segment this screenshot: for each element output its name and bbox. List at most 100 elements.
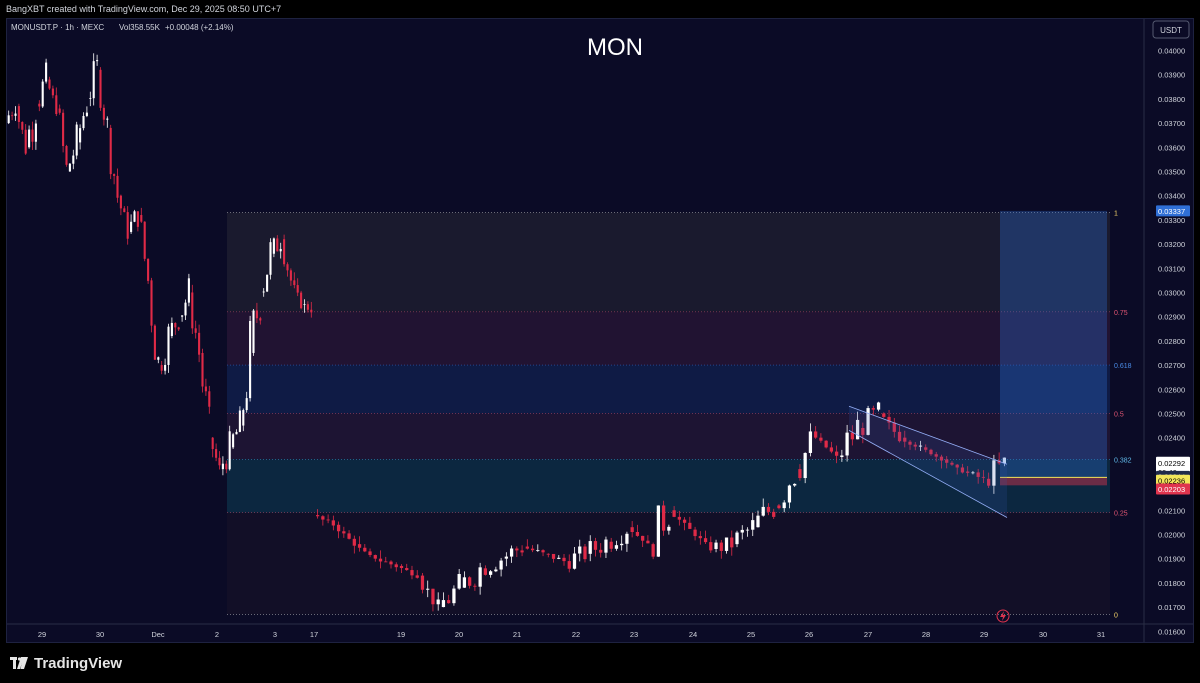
candle <box>588 541 592 554</box>
candle <box>255 310 258 319</box>
candle <box>693 529 697 537</box>
fib-label: 0.382 <box>1114 457 1132 464</box>
candle <box>913 444 917 447</box>
candle <box>58 108 61 113</box>
candle <box>494 569 498 572</box>
candle <box>99 69 102 108</box>
fib-zone <box>227 212 1110 312</box>
time-tick-label: 19 <box>397 630 405 639</box>
candle <box>441 600 446 608</box>
lightning-icon[interactable] <box>996 609 1010 623</box>
tradingview-logo[interactable]: TradingView <box>10 653 122 673</box>
candle <box>950 462 954 465</box>
candle <box>160 365 163 371</box>
candle <box>824 440 828 448</box>
candle <box>677 516 681 520</box>
candle <box>300 292 303 309</box>
price-tick-label: 0.01900 <box>1158 555 1185 564</box>
candle <box>667 526 671 531</box>
candle <box>918 445 923 447</box>
candle <box>201 352 204 387</box>
candle <box>21 121 24 130</box>
candle <box>646 540 650 544</box>
price-tick-label: 0.03100 <box>1158 264 1185 273</box>
fib-label: 0.25 <box>1114 511 1128 518</box>
entry-price-tag-bg <box>1156 474 1190 486</box>
candle <box>971 472 975 474</box>
chart-pane[interactable]: 1 0.75 0.618 0.5 0.382 0.25 0 0.04000 0.03900 0.… <box>6 18 1194 643</box>
candle <box>249 320 252 399</box>
candle <box>730 537 734 548</box>
stop-zone[interactable] <box>1000 477 1107 486</box>
candle <box>384 561 388 563</box>
candle <box>269 242 272 275</box>
candle <box>228 431 231 470</box>
candle <box>48 79 51 89</box>
time-tick-label: 24 <box>689 630 697 639</box>
candle <box>102 107 105 120</box>
candle <box>468 577 472 586</box>
candle <box>572 553 577 569</box>
candle <box>955 464 959 468</box>
candle <box>635 532 640 536</box>
price-tick-label: 0.03300 <box>1158 216 1185 225</box>
candle <box>262 291 265 293</box>
candle <box>798 469 802 479</box>
candle <box>782 502 786 509</box>
candle <box>289 270 292 281</box>
candle <box>656 505 661 557</box>
candle <box>960 467 965 473</box>
price-tick-label: 0.03800 <box>1158 95 1185 104</box>
candle <box>14 113 17 116</box>
fib-label: 0 <box>1114 612 1118 619</box>
candle <box>599 549 603 553</box>
candle <box>987 478 991 486</box>
candle <box>929 449 933 455</box>
candle <box>276 238 279 252</box>
candle <box>130 221 133 232</box>
candle <box>436 599 440 605</box>
candle <box>296 285 299 293</box>
candle <box>751 520 755 530</box>
time-tick-label: 26 <box>805 630 813 639</box>
candle <box>887 416 891 423</box>
candle <box>855 419 860 440</box>
candle <box>819 437 823 441</box>
candle <box>740 529 744 533</box>
time-tick-label: 23 <box>630 630 638 639</box>
price-tick-label: 0.02900 <box>1158 313 1185 322</box>
fib-label: 0.75 <box>1114 310 1128 317</box>
candle <box>92 61 95 99</box>
candle <box>777 505 781 509</box>
candle <box>342 531 346 534</box>
time-tick-label: 25 <box>747 630 755 639</box>
candle <box>614 545 619 549</box>
candle <box>24 129 27 154</box>
candle <box>11 115 14 117</box>
price-tick-label: 0.01700 <box>1158 603 1185 612</box>
candle <box>504 556 508 559</box>
time-tick-label: 28 <box>922 630 930 639</box>
target-zone[interactable] <box>1000 210 1107 478</box>
candle <box>966 471 970 473</box>
candle <box>126 212 129 239</box>
time-tick-label: 2 <box>215 630 219 639</box>
candle <box>96 60 99 62</box>
currency-badge[interactable] <box>1152 20 1190 39</box>
candle <box>174 322 177 328</box>
candle <box>157 357 160 360</box>
candle <box>51 88 54 96</box>
candle <box>336 524 341 532</box>
candle <box>814 431 818 438</box>
candle <box>238 410 241 432</box>
fib-zone <box>227 311 1110 366</box>
candle <box>363 547 367 552</box>
chart-canvas[interactable]: 1 0.75 0.618 0.5 0.382 0.25 0 0.04000 0.03900 0.… <box>7 19 1193 642</box>
candle <box>113 174 116 176</box>
symbol-info[interactable]: MONUSDT.P · 1h · MEXC <box>11 23 104 32</box>
tradingview-brand: TradingView <box>34 654 123 672</box>
candle <box>850 432 854 440</box>
candle <box>38 103 41 107</box>
candle <box>945 459 949 463</box>
candle <box>703 538 708 543</box>
